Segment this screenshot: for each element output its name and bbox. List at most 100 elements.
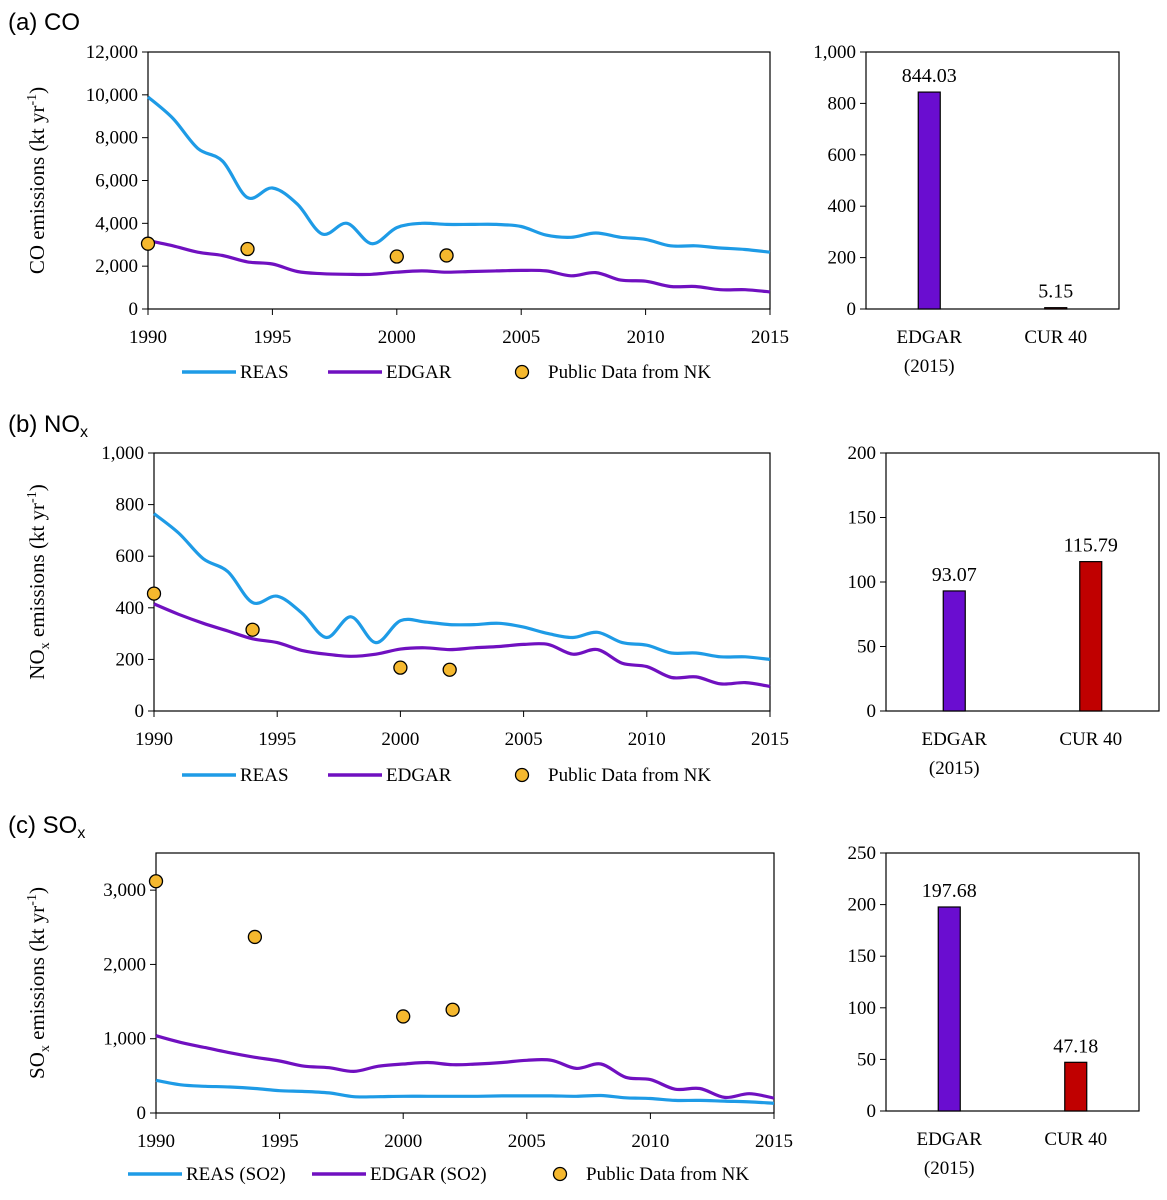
line-chart: 0 2,000 4,000 6,000 8,000 10,000 12,000 1990 199… — [25, 42, 789, 348]
x-tick-label: 1995 — [258, 729, 296, 750]
x-tick-label: 1990 — [129, 327, 167, 348]
bar — [1079, 561, 1103, 712]
legend-label: EDGAR — [386, 362, 452, 383]
panel-title: (a) CO — [8, 9, 80, 36]
bar — [1064, 1061, 1088, 1112]
bar-y-tick-label: 400 — [828, 196, 857, 217]
y-tick-label: 0 — [129, 299, 139, 320]
x-tick-label: 2010 — [628, 729, 666, 750]
bar — [917, 91, 941, 310]
bar — [942, 590, 966, 712]
bar-category-label: EDGAR (2015) — [917, 1129, 983, 1179]
legend-label: Public Data from NK — [548, 362, 711, 383]
nk-data-point — [389, 249, 404, 264]
y-tick-label: 2,000 — [95, 256, 138, 277]
x-tick-label: 1990 — [137, 1131, 175, 1152]
legend-label: EDGAR — [386, 765, 452, 786]
legend-label: Public Data from NK — [586, 1164, 749, 1185]
nk-data-point — [146, 586, 162, 601]
series-line-edgar — [153, 602, 771, 689]
bar-y-tick-label: 100 — [848, 998, 877, 1019]
bar — [937, 906, 961, 1112]
x-tick-label: 2005 — [508, 1131, 546, 1152]
nk-data-point — [247, 929, 263, 945]
legend-label: Public Data from NK — [548, 765, 711, 786]
bar-value-label: 47.18 — [1053, 1035, 1098, 1057]
series-line-edgar — [147, 238, 771, 294]
bar-value-label: 844.03 — [902, 65, 957, 87]
bar-category-label: EDGAR (2015) — [922, 729, 988, 779]
x-tick-label: 2010 — [627, 327, 665, 348]
bar-y-tick-label: 0 — [867, 701, 877, 722]
x-tick-label: 2015 — [751, 327, 789, 348]
bar-y-tick-label: 50 — [857, 637, 876, 658]
nk-data-point — [245, 622, 260, 637]
bar-y-tick-label: 1,000 — [813, 42, 856, 63]
bar-y-tick-label: 800 — [828, 93, 857, 114]
legend-label: EDGAR (SO2) — [370, 1164, 487, 1185]
x-tick-label: 2005 — [502, 327, 540, 348]
y-tick-label: 8,000 — [95, 128, 138, 149]
legend-label: REAS (SO2) — [186, 1164, 286, 1185]
bar-y-tick-label: 150 — [848, 946, 877, 967]
bar-chart: 0 200 400 600 800 1,000 844.03 EDGAR (2015) 5.15 C… — [813, 42, 1120, 377]
line-chart: 0 1,000 2,000 3,000 1990 1995 2000 2005 2010 2015… — [25, 852, 793, 1152]
legend-swatch-dot — [514, 767, 530, 783]
legend-label: REAS — [240, 765, 289, 786]
series-line-reas-so2- — [155, 1078, 775, 1105]
line-chart: 0 200 400 600 800 1,000 1990 1995 2000 2005 2010 20… — [25, 443, 789, 750]
bar-y-tick-label: 600 — [828, 145, 857, 166]
x-tick-label: 2015 — [751, 729, 789, 750]
nk-data-point — [140, 236, 156, 251]
nk-data-point — [393, 660, 408, 675]
y-tick-label: 1,000 — [103, 1029, 146, 1050]
y-tick-label: 400 — [116, 598, 145, 619]
bar-category-label: EDGAR (2015) — [897, 327, 963, 377]
x-tick-label: 2005 — [505, 729, 543, 750]
x-tick-label: 2000 — [384, 1131, 422, 1152]
legend: REAS (SO2) EDGAR (SO2) Public Data from NK — [128, 1164, 749, 1185]
bar-y-tick-label: 0 — [867, 1101, 877, 1122]
bar-value-label: 5.15 — [1038, 281, 1073, 303]
bar — [1044, 307, 1068, 310]
y-tick-label: 12,000 — [86, 42, 138, 63]
y-axis-label: CO emissions (kt yr-1) — [25, 87, 49, 274]
bar-value-label: 197.68 — [922, 880, 977, 902]
legend-label: REAS — [240, 362, 289, 383]
legend: REAS EDGAR Public Data from NK — [182, 765, 711, 786]
y-tick-label: 0 — [137, 1103, 147, 1124]
bar-y-tick-label: 200 — [828, 248, 857, 269]
nk-data-point — [439, 248, 454, 263]
bar-y-tick-label: 50 — [857, 1049, 876, 1070]
legend-swatch-dot — [552, 1166, 568, 1182]
bar-value-label: 115.79 — [1064, 535, 1118, 557]
y-axis-label: SOx emissions (kt yr-1) — [25, 887, 53, 1079]
y-tick-label: 1,000 — [101, 443, 144, 464]
panel-a: (a) CO 0 2,000 4,000 6,000 8,000 10,000 12,000 1… — [8, 9, 1120, 383]
bar-y-tick-label: 150 — [848, 508, 877, 529]
bar-y-tick-label: 200 — [848, 443, 877, 464]
nk-data-point — [445, 1002, 460, 1017]
nk-data-point — [240, 241, 255, 257]
bar-y-tick-label: 100 — [848, 572, 877, 593]
y-axis-label: NOx emissions (kt yr-1) — [25, 484, 53, 679]
y-tick-label: 10,000 — [86, 85, 138, 106]
x-tick-label: 1995 — [261, 1131, 299, 1152]
nk-data-point — [442, 662, 457, 677]
y-tick-label: 4,000 — [95, 213, 138, 234]
bar-y-tick-label: 0 — [847, 299, 857, 320]
bar-frame — [865, 51, 1120, 310]
bar-value-label: 93.07 — [932, 564, 977, 586]
nk-data-point — [396, 1009, 411, 1024]
x-tick-label: 2015 — [755, 1131, 793, 1152]
plot-frame — [153, 452, 771, 712]
bar-category-label: CUR 40 — [1024, 327, 1087, 348]
bar-category-label: CUR 40 — [1044, 1129, 1107, 1150]
bar-chart: 0 50 100 150 200 250 197.68 EDGAR (2015) 47.18 CUR… — [848, 843, 1140, 1179]
legend-swatch-dot — [514, 364, 530, 380]
series-line-reas — [146, 95, 771, 254]
bar-frame — [885, 452, 1160, 712]
